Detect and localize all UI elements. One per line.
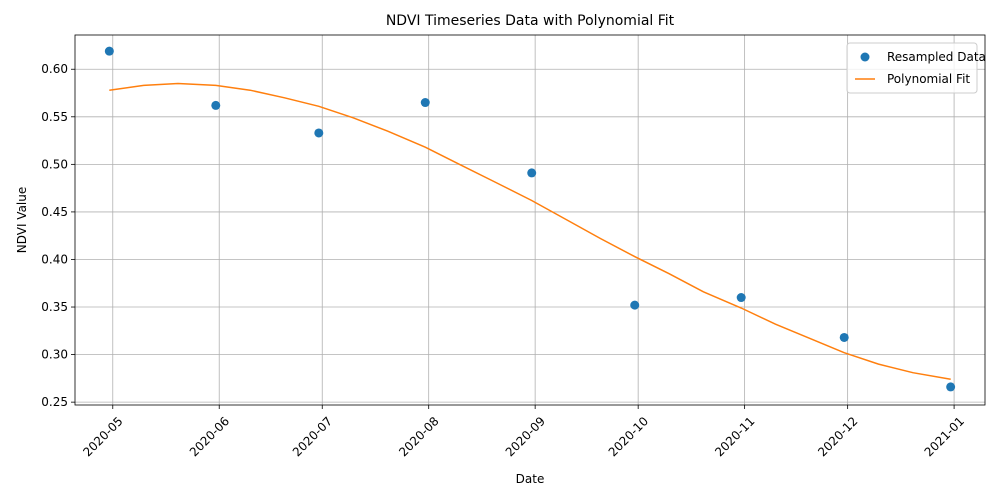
- legend-box: [846, 42, 978, 94]
- data-point: [211, 100, 221, 110]
- data-point: [420, 98, 430, 108]
- y-tick-label: 0.40: [41, 252, 68, 266]
- x-tick-label: 2020-10: [606, 414, 651, 459]
- legend-label-scatter: Resampled Data: [887, 50, 986, 64]
- x-axis-title: Date: [516, 472, 545, 486]
- x-tick-label: 2020-08: [396, 414, 441, 459]
- legend-label-fit: Polynomial Fit: [887, 72, 970, 86]
- x-tick-label: 2020-07: [290, 414, 335, 459]
- data-point: [527, 168, 537, 178]
- series: [104, 46, 956, 392]
- data-point: [104, 46, 114, 56]
- fit-line: [109, 82, 951, 381]
- y-tick-label: 0.60: [41, 62, 68, 76]
- legend-marker-scatter: [860, 52, 870, 62]
- data-point: [314, 128, 324, 138]
- x-tick-label: 2020-12: [815, 414, 860, 459]
- x-tick-label: 2020-06: [187, 414, 232, 459]
- y-tick-label: 0.45: [41, 205, 68, 219]
- y-axis-title: NDVI Value: [15, 187, 29, 254]
- plot-frame: [74, 34, 986, 406]
- data-point: [946, 382, 956, 392]
- x-tick-label: 2020-09: [503, 414, 548, 459]
- x-tick-label: 2020-11: [712, 414, 757, 459]
- y-tick-label: 0.35: [41, 300, 68, 314]
- y-tick-label: 0.50: [41, 157, 68, 171]
- chart-title: NDVI Timeseries Data with Polynomial Fit: [386, 13, 675, 29]
- x-tick-label: 2020-05: [80, 414, 125, 459]
- data-point: [839, 332, 849, 342]
- y-tick-label: 0.55: [41, 110, 68, 124]
- grid: [75, 35, 985, 405]
- axis-ticks: 2020-05 2020-06 2020-07 2020-08 2020-09 2020-…: [41, 62, 967, 459]
- y-tick-label: 0.30: [41, 348, 68, 362]
- legend: Resampled Data Polynomial Fit: [846, 42, 986, 94]
- data-point: [736, 293, 746, 303]
- x-tick-label: 2021-01: [922, 414, 967, 459]
- y-tick-label: 0.25: [41, 395, 68, 409]
- data-point: [630, 300, 640, 310]
